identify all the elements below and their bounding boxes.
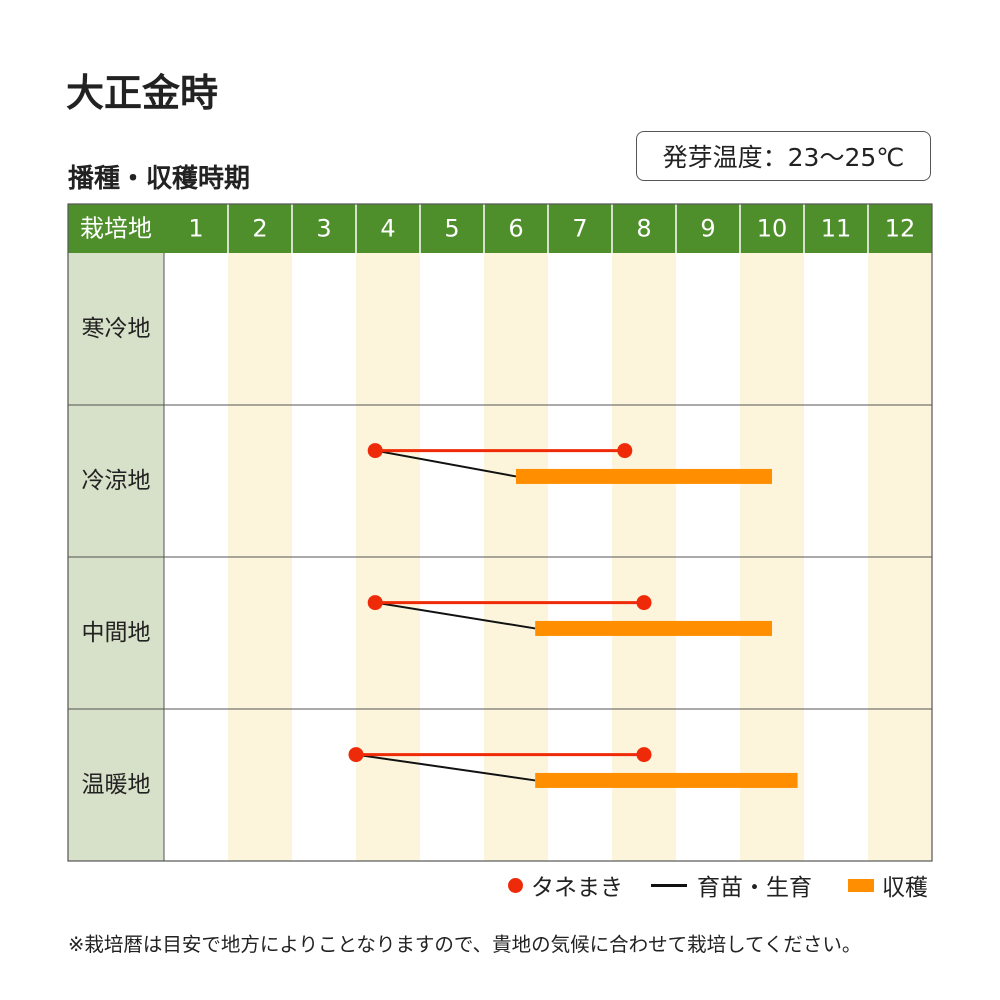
month-tick-label: 4 bbox=[380, 215, 395, 243]
month-tick-label: 11 bbox=[821, 215, 852, 243]
page-title: 大正金時 bbox=[66, 71, 219, 115]
sowing-start-dot bbox=[348, 747, 364, 763]
legend-raising-label: 育苗・生育 bbox=[697, 875, 812, 901]
region-label: 温暖地 bbox=[82, 772, 151, 798]
month-tick-label: 9 bbox=[700, 215, 715, 243]
chart-subtitle: 播種・収穫時期 bbox=[68, 164, 251, 194]
harvest-bar bbox=[535, 772, 798, 788]
month-tick-label: 10 bbox=[757, 215, 788, 243]
footnote: ※栽培暦は目安で地方によりことなりますので、貴地の気候に合わせて栽培してください… bbox=[68, 933, 862, 956]
month-tick-label: 1 bbox=[188, 215, 203, 243]
sowing-start-dot bbox=[367, 595, 383, 611]
growth-line-icon bbox=[651, 883, 687, 887]
chart-border bbox=[67, 203, 933, 862]
header-region-label: 栽培地 bbox=[80, 215, 152, 243]
sowing-dot-icon bbox=[508, 877, 523, 893]
region-label: 寒冷地 bbox=[82, 316, 151, 342]
growth-line bbox=[375, 449, 517, 478]
legend-sowing: タネまき bbox=[508, 868, 623, 902]
legend: タネまき 育苗・生育 収穫 bbox=[508, 868, 938, 902]
harvest-bar bbox=[516, 468, 772, 484]
germination-temperature-box: 発芽温度：23～25℃ bbox=[636, 131, 931, 181]
month-tick-label: 8 bbox=[636, 215, 651, 243]
growth-line bbox=[375, 601, 536, 630]
region-label: 中間地 bbox=[82, 620, 151, 646]
region-label: 冷涼地 bbox=[82, 468, 151, 494]
harvest-bar-icon bbox=[848, 878, 874, 892]
sowing-start-dot bbox=[367, 443, 383, 459]
growth-line bbox=[355, 753, 536, 782]
germination-temperature-text: 発芽温度：23～25℃ bbox=[662, 143, 905, 172]
legend-harvest-label: 収穫 bbox=[882, 875, 928, 901]
legend-raising: 育苗・生育 bbox=[651, 868, 812, 902]
header-bar bbox=[68, 204, 932, 253]
month-tick-label: 12 bbox=[885, 215, 916, 243]
month-tick-label: 5 bbox=[444, 215, 459, 243]
sowing-end-dot bbox=[617, 443, 633, 459]
month-tick-label: 3 bbox=[316, 215, 331, 243]
month-tick-label: 6 bbox=[508, 215, 523, 243]
harvest-bar bbox=[535, 620, 772, 636]
month-tick-label: 2 bbox=[252, 215, 267, 243]
sowing-end-dot bbox=[636, 595, 652, 611]
legend-harvest: 収穫 bbox=[848, 868, 928, 902]
sowing-end-dot bbox=[636, 747, 652, 763]
month-tick-label: 7 bbox=[572, 215, 587, 243]
legend-sowing-label: タネまき bbox=[531, 875, 623, 901]
